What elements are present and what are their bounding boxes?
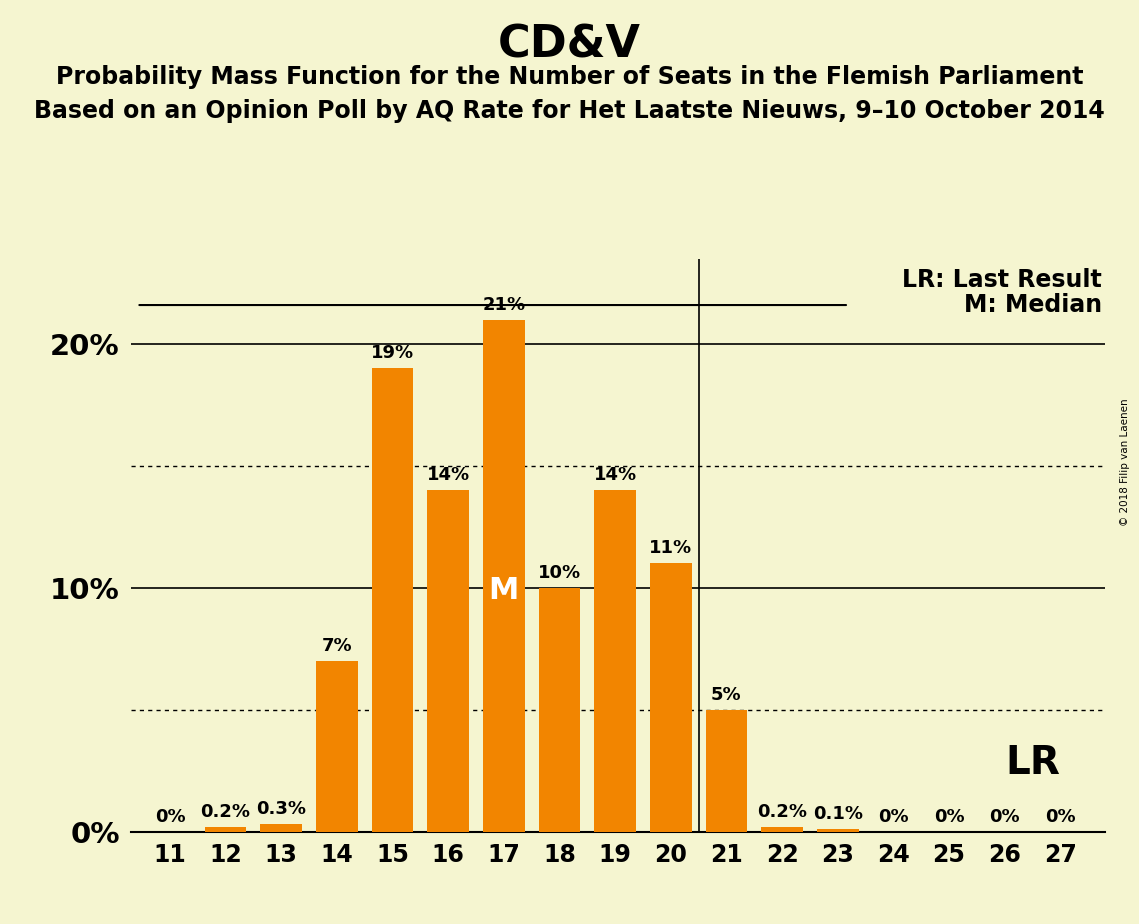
Text: 7%: 7% xyxy=(321,637,352,655)
Text: 0%: 0% xyxy=(878,808,909,825)
Text: © 2018 Filip van Laenen: © 2018 Filip van Laenen xyxy=(1120,398,1130,526)
Bar xyxy=(705,710,747,832)
Text: 14%: 14% xyxy=(427,467,469,484)
Bar xyxy=(261,824,302,832)
Text: 0.1%: 0.1% xyxy=(813,805,862,823)
Bar xyxy=(650,564,691,832)
Bar xyxy=(817,829,859,832)
Text: M: Median: M: Median xyxy=(964,293,1103,317)
Text: 0%: 0% xyxy=(155,808,186,825)
Bar xyxy=(761,827,803,832)
Text: 0.2%: 0.2% xyxy=(757,803,808,821)
Bar xyxy=(483,320,525,832)
Text: 10%: 10% xyxy=(538,564,581,582)
Bar xyxy=(595,491,636,832)
Text: CD&V: CD&V xyxy=(498,23,641,67)
Bar xyxy=(427,491,469,832)
Text: LR: LR xyxy=(1005,745,1060,783)
Text: 14%: 14% xyxy=(593,467,637,484)
Text: 0.2%: 0.2% xyxy=(200,803,251,821)
Bar xyxy=(316,661,358,832)
Text: 11%: 11% xyxy=(649,540,693,557)
Text: 0%: 0% xyxy=(990,808,1021,825)
Bar xyxy=(539,588,581,832)
Text: LR: Last Result: LR: Last Result xyxy=(902,269,1103,293)
Text: 0%: 0% xyxy=(1044,808,1075,825)
Text: M: M xyxy=(489,577,519,605)
Text: 0%: 0% xyxy=(934,808,965,825)
Text: 0.3%: 0.3% xyxy=(256,800,306,818)
Text: 21%: 21% xyxy=(482,296,525,313)
Text: Probability Mass Function for the Number of Seats in the Flemish Parliament: Probability Mass Function for the Number… xyxy=(56,65,1083,89)
Text: Based on an Opinion Poll by AQ Rate for Het Laatste Nieuws, 9–10 October 2014: Based on an Opinion Poll by AQ Rate for … xyxy=(34,99,1105,123)
Text: 5%: 5% xyxy=(711,686,741,703)
Text: 19%: 19% xyxy=(371,345,415,362)
Bar xyxy=(371,369,413,832)
Bar xyxy=(205,827,246,832)
